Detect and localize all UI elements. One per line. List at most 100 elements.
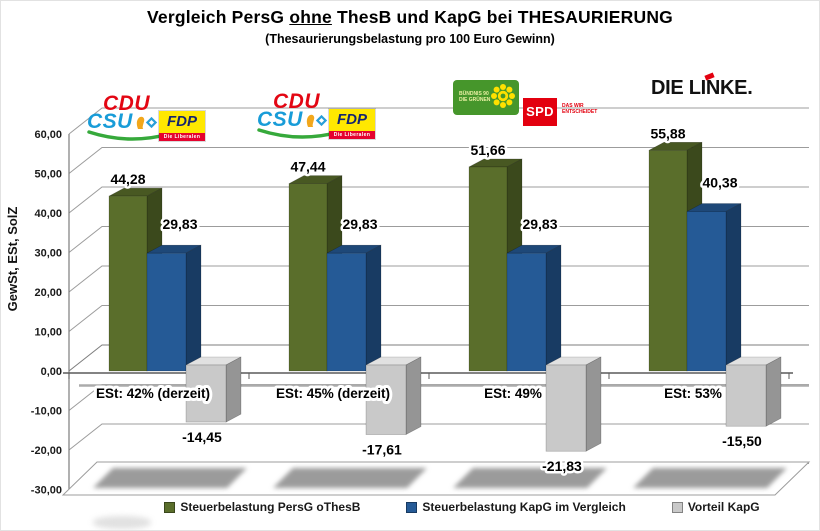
gridline <box>68 265 809 293</box>
category-label: ESt: 53% <box>664 386 722 401</box>
floor-shadow <box>273 468 427 488</box>
cdu-logo: CDU <box>103 92 150 115</box>
gridline <box>68 186 809 214</box>
y-tick-label: 50,00 <box>34 169 62 181</box>
y-tick-label: 60,00 <box>34 129 62 141</box>
legend-item-persg: Steuerbelastung PersG oThesB <box>164 500 360 514</box>
fdp-subtitle: Die Liberalen <box>159 133 205 141</box>
category-label: ESt: 49% <box>484 386 542 401</box>
value-label: -15,50 <box>722 433 762 449</box>
cdu-csu-fdp-logo: CDU CSU FDP Die Liberalen <box>257 90 387 149</box>
legend-swatch-green <box>164 501 176 513</box>
y-tick-label: -30,00 <box>31 485 62 497</box>
spd-claim-line2: ENTSCHEIDET <box>562 109 598 115</box>
gruene-wordmark-line2: DIE GRÜNEN <box>459 97 491 103</box>
category-label: ESt: 42% (derzeit) <box>96 386 210 401</box>
floor-shadow <box>93 468 247 488</box>
y-tick-label: 0,00 <box>41 366 62 378</box>
bar-s2-g3 <box>725 364 767 427</box>
chart-subtitle: (Thesaurierungsbelastung pro 100 Euro Ge… <box>265 32 555 46</box>
value-label: 29,83 <box>162 216 197 232</box>
legend-label: Vorteil KapG <box>687 500 760 514</box>
bar-side-face <box>185 244 202 372</box>
bar-s0-g2 <box>468 166 508 372</box>
y-tick-label: 40,00 <box>34 208 62 220</box>
bar-side-face <box>405 356 422 436</box>
watermark-smudge <box>93 516 151 529</box>
gridline <box>68 107 809 135</box>
legend-label: Steuerbelastung PersG oThesB <box>180 500 361 514</box>
y-tick-label: -20,00 <box>31 445 62 457</box>
y-tick-label: 20,00 <box>34 287 62 299</box>
spd-logo: SPD <box>523 98 557 126</box>
bar-side-face <box>585 356 602 452</box>
chart-title-post: ThesB und KapG bei THESAURIERUNG <box>336 7 673 27</box>
floor-shadow <box>453 468 607 488</box>
bar-side-face <box>765 356 782 427</box>
bar-side-face <box>365 244 382 372</box>
bar-s1-g0 <box>146 252 187 372</box>
gruene-sunflower-icon <box>490 83 516 114</box>
chart-floor <box>61 461 811 496</box>
spd-claim-line1: DAS WIR <box>562 103 584 109</box>
cdu-logo: CDU <box>273 90 320 113</box>
bar-s0-g1 <box>288 183 328 372</box>
chart-title-pre: Vergleich PersG <box>147 7 285 27</box>
y-axis-title: GewSt, ESt, SolZ <box>5 207 20 312</box>
legend-swatch-blue <box>406 501 418 513</box>
bar-s1-g1 <box>326 252 367 372</box>
value-label: 55,88 <box>650 125 685 141</box>
y-tick-label: -10,00 <box>31 406 62 418</box>
fdp-wordmark: FDP <box>167 113 197 130</box>
legend-label: Steuerbelastung KapG im Vergleich <box>422 500 626 514</box>
csu-lion-emblem-icon <box>304 112 328 134</box>
fdp-wordmark: FDP <box>337 111 367 128</box>
legend-item-kapg: Steuerbelastung KapG im Vergleich <box>406 500 626 514</box>
die-linke-wordmark: DIE LINKE. <box>651 77 753 99</box>
spd-claim: DAS WIR ENTSCHEIDET <box>562 103 597 115</box>
gruene-wordmark: BÜNDNIS 90 DIE GRÜNEN <box>459 91 490 103</box>
fdp-logo: FDP Die Liberalen <box>159 111 205 141</box>
csu-logo: CSU <box>87 110 133 133</box>
gridline <box>68 226 809 253</box>
gridline <box>68 305 809 332</box>
floor-shadow <box>633 468 787 488</box>
bar-side-face <box>725 202 742 372</box>
bar-s2-g1 <box>365 364 407 435</box>
category-label: ESt: 45% (derzeit) <box>276 386 390 401</box>
y-tick-label: 30,00 <box>34 248 62 260</box>
value-label: -14,45 <box>182 429 222 445</box>
gruene-wordmark-line1: BÜNDNIS 90 <box>459 91 489 97</box>
value-label: 44,28 <box>110 171 145 187</box>
legend-item-vorteil: Vorteil KapG <box>671 500 760 514</box>
csu-lion-emblem-icon <box>134 114 158 136</box>
fdp-logo: FDP Die Liberalen <box>329 109 375 139</box>
die-linke-logo: DIE LINKE. <box>651 71 771 99</box>
gruene-logo: BÜNDNIS 90 DIE GRÜNEN <box>453 80 519 115</box>
csu-logo: CSU <box>257 108 303 131</box>
bar-s0-g0 <box>108 195 148 372</box>
bar-s2-g2 <box>545 364 587 452</box>
bar-s2-g0 <box>185 364 227 423</box>
gruene-spd-logos: BÜNDNIS 90 DIE GRÜNEN SPD DAS WIR ENTSCH… <box>453 80 613 130</box>
bar-s1-g3 <box>686 211 727 372</box>
bar-side-face <box>225 356 242 423</box>
y-tick-label: 10,00 <box>34 327 62 339</box>
bar-side-face <box>545 244 562 372</box>
value-label: -17,61 <box>362 442 402 458</box>
value-label: 29,83 <box>522 216 557 232</box>
cdu-csu-fdp-logo: CDU CSU FDP Die Liberalen <box>87 92 217 151</box>
gridline <box>68 147 809 174</box>
value-label: 51,66 <box>470 142 505 158</box>
value-label: 40,38 <box>702 174 737 190</box>
value-label: -21,83 <box>542 458 582 474</box>
value-label: 47,44 <box>290 159 325 175</box>
bar-s0-g3 <box>648 149 688 372</box>
gridline <box>68 423 809 451</box>
fdp-subtitle: Die Liberalen <box>329 131 375 139</box>
legend-swatch-gray <box>671 501 683 513</box>
chart-title: Vergleich PersG ohne ThesB und KapG bei … <box>1 7 819 28</box>
chart-title-underlined-word: ohne <box>289 7 332 27</box>
